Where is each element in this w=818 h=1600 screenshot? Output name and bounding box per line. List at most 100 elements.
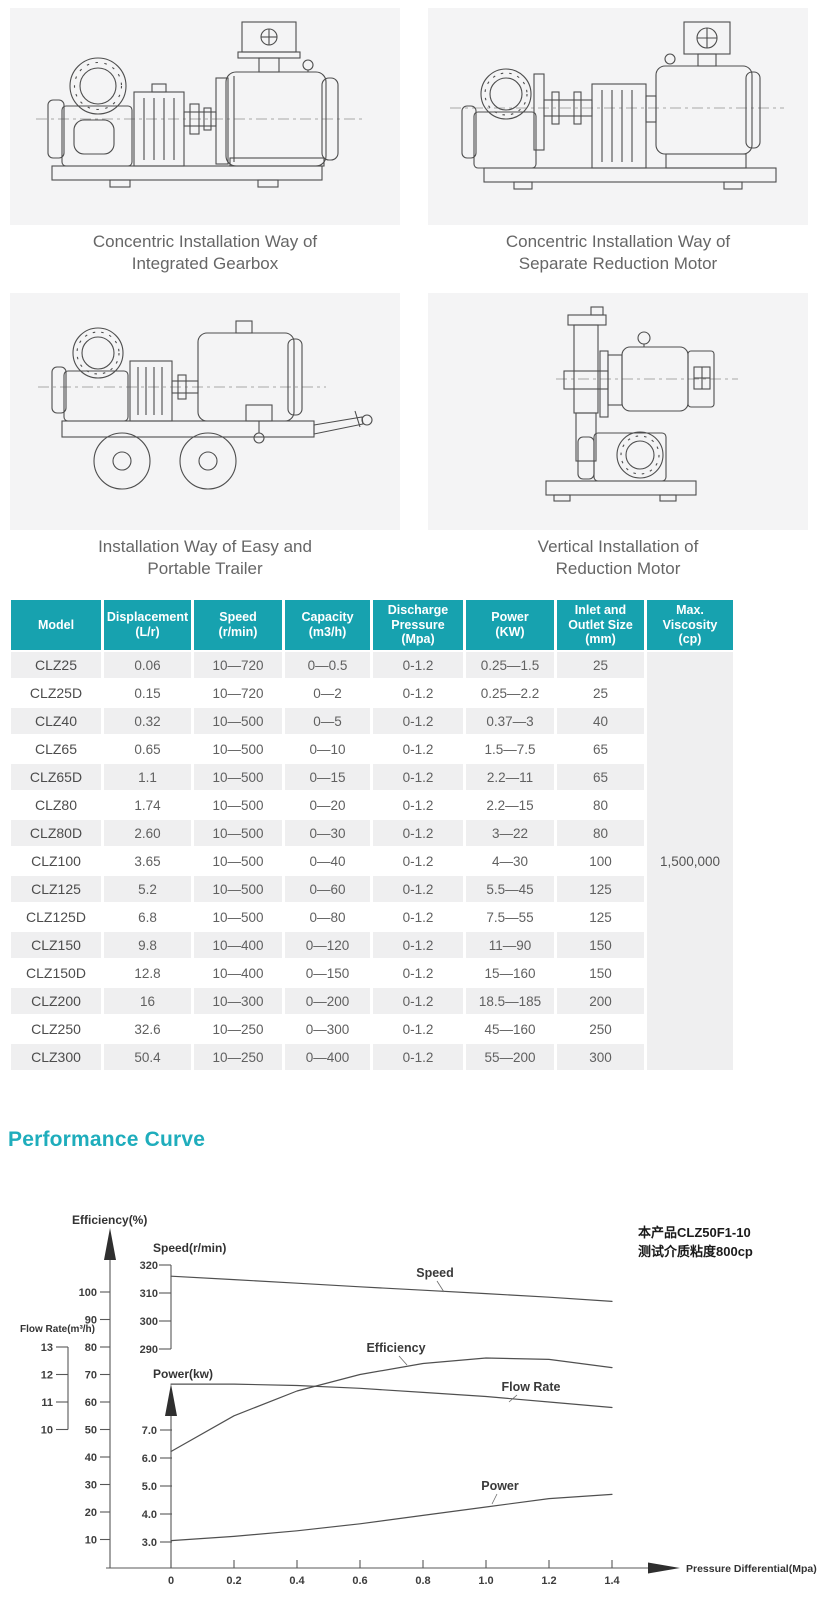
table-cell: CLZ150 bbox=[11, 932, 101, 958]
tick-label: 20 bbox=[85, 1507, 97, 1519]
power-axis-label: Power(kw) bbox=[153, 1367, 213, 1381]
table-cell: 5.2 bbox=[104, 876, 191, 902]
table-cell: 12.8 bbox=[104, 960, 191, 986]
table-cell: 125 bbox=[557, 876, 644, 902]
table-cell: 0—60 bbox=[285, 876, 370, 902]
table-cell: 0—10 bbox=[285, 736, 370, 762]
table-cell: 0—5 bbox=[285, 708, 370, 734]
table-row: CLZ80D 2.60 10—500 0—30 0-1.2 3—22 80 bbox=[11, 820, 733, 846]
reduction-gearbox bbox=[591, 83, 657, 169]
table-row: CLZ300 50.4 10—250 0—400 0-1.2 55—200 300 bbox=[11, 1044, 733, 1070]
table-cell: 2.2—15 bbox=[466, 792, 554, 818]
x-axis-arrow-icon bbox=[648, 1562, 680, 1574]
table-cell: 25 bbox=[557, 680, 644, 706]
coupling bbox=[183, 103, 217, 135]
base-plate bbox=[545, 480, 697, 502]
tick-label: 90 bbox=[85, 1315, 97, 1327]
table-row: CLZ65 0.65 10—500 0—10 0-1.2 1.5—7.5 65 bbox=[11, 736, 733, 762]
table-cell: 5.5—45 bbox=[466, 876, 554, 902]
table-cell: 10—300 bbox=[194, 988, 282, 1014]
annotation-line: 本产品CLZ50F1-10 bbox=[638, 1225, 751, 1240]
motor bbox=[215, 21, 339, 167]
caption-line: Reduction Motor bbox=[555, 558, 681, 578]
table-row: CLZ40 0.32 10—500 0—5 0-1.2 0.37—3 40 bbox=[11, 708, 733, 734]
table-cell: 4—30 bbox=[466, 848, 554, 874]
x-axis-title: Pressure Differential(Mpa) bbox=[686, 1563, 817, 1575]
figure-caption: Concentric Installation Way of Separate … bbox=[428, 231, 808, 275]
figure-panel-vertical-installation bbox=[428, 293, 808, 530]
tick-label: 13 bbox=[41, 1342, 53, 1354]
table-cell: 0-1.2 bbox=[373, 736, 463, 762]
table-cell: 0.06 bbox=[104, 652, 191, 678]
table-cell: 9.8 bbox=[104, 932, 191, 958]
table-cell: 0—400 bbox=[285, 1044, 370, 1070]
table-cell: CLZ80D bbox=[11, 820, 101, 846]
tick-label: 1.4 bbox=[604, 1575, 620, 1587]
table-cell: 0—0.5 bbox=[285, 652, 370, 678]
table-cell: 0-1.2 bbox=[373, 876, 463, 902]
table-cell: 0-1.2 bbox=[373, 680, 463, 706]
table-cell: 0—200 bbox=[285, 988, 370, 1014]
pump-drawing-separate-reduction-motor-icon bbox=[450, 21, 784, 190]
tick-label: 100 bbox=[79, 1287, 97, 1299]
table-cell: 0—15 bbox=[285, 764, 370, 790]
power-curve-label: Power bbox=[481, 1479, 519, 1493]
table-cell: 1.1 bbox=[104, 764, 191, 790]
tick-label: 10 bbox=[41, 1425, 53, 1437]
table-cell: 0—30 bbox=[285, 820, 370, 846]
tick-label: 10 bbox=[85, 1535, 97, 1547]
table-row: CLZ125D 6.8 10—500 0—80 0-1.2 7.5—55 125 bbox=[11, 904, 733, 930]
table-cell: 0-1.2 bbox=[373, 1016, 463, 1042]
table-row: CLZ150 9.8 10—400 0—120 0-1.2 11—90 150 bbox=[11, 932, 733, 958]
caption-line: Integrated Gearbox bbox=[131, 253, 279, 273]
table-cell: 55—200 bbox=[466, 1044, 554, 1070]
spec-table: Model Displacement (L/r) Speed (r/min) Capaci… bbox=[8, 598, 736, 1072]
table-cell: 45—160 bbox=[466, 1016, 554, 1042]
pump-drawing-integrated-gearbox-icon bbox=[36, 21, 362, 188]
spec-table-body: CLZ25 0.06 10—720 0—0.5 0-1.2 0.25—1.5 25 1,500… bbox=[11, 652, 733, 1070]
table-cell: 3.65 bbox=[104, 848, 191, 874]
table-cell: 0.37—3 bbox=[466, 708, 554, 734]
caption-line: Separate Reduction Motor bbox=[518, 253, 718, 273]
pump-drawing-portable-trailer-icon bbox=[38, 320, 373, 490]
tick-label: 320 bbox=[140, 1260, 158, 1272]
table-cell: CLZ250 bbox=[11, 1016, 101, 1042]
caption-line: Vertical Installation of bbox=[537, 537, 699, 556]
performance-curve-title: Performance Curve bbox=[8, 1128, 206, 1151]
table-cell: 10—400 bbox=[194, 932, 282, 958]
table-cell: 0—150 bbox=[285, 960, 370, 986]
figure-panel-portable-trailer bbox=[10, 293, 400, 530]
tick-label: 11 bbox=[41, 1397, 53, 1409]
tick-label: 60 bbox=[85, 1397, 97, 1409]
flow-rate-curve bbox=[170, 1383, 613, 1409]
table-cell: 10—500 bbox=[194, 904, 282, 930]
power-axis-arrow-icon bbox=[165, 1384, 177, 1416]
pump-head bbox=[577, 431, 667, 482]
table-row: CLZ100 3.65 10—500 0—40 0-1.2 4—30 100 bbox=[11, 848, 733, 874]
tick-label: 30 bbox=[85, 1480, 97, 1492]
table-cell: 0-1.2 bbox=[373, 1044, 463, 1070]
table-cell: 0-1.2 bbox=[373, 708, 463, 734]
table-cell: 0.65 bbox=[104, 736, 191, 762]
table-cell: 0—40 bbox=[285, 848, 370, 874]
table-cell: 0-1.2 bbox=[373, 960, 463, 986]
table-cell: 65 bbox=[557, 736, 644, 762]
tick-label: 1.2 bbox=[541, 1575, 556, 1587]
speed-curve bbox=[170, 1275, 613, 1303]
table-cell: CLZ25D bbox=[11, 680, 101, 706]
tick-label: 80 bbox=[85, 1342, 97, 1354]
table-row: CLZ65D 1.1 10—500 0—15 0-1.2 2.2—11 65 bbox=[11, 764, 733, 790]
table-cell: 10—500 bbox=[194, 736, 282, 762]
table-cell: 50.4 bbox=[104, 1044, 191, 1070]
tick-label: 70 bbox=[85, 1370, 97, 1382]
table-cell: 125 bbox=[557, 904, 644, 930]
column-header: Displacement (L/r) bbox=[104, 600, 191, 650]
table-cell: 10—250 bbox=[194, 1044, 282, 1070]
motor bbox=[607, 331, 715, 412]
table-cell: 0.25—1.5 bbox=[466, 652, 554, 678]
gearbox bbox=[133, 83, 185, 167]
tick-label: 40 bbox=[85, 1452, 97, 1464]
tick-label: 5.0 bbox=[142, 1481, 157, 1493]
tick-label: 0 bbox=[168, 1575, 174, 1587]
